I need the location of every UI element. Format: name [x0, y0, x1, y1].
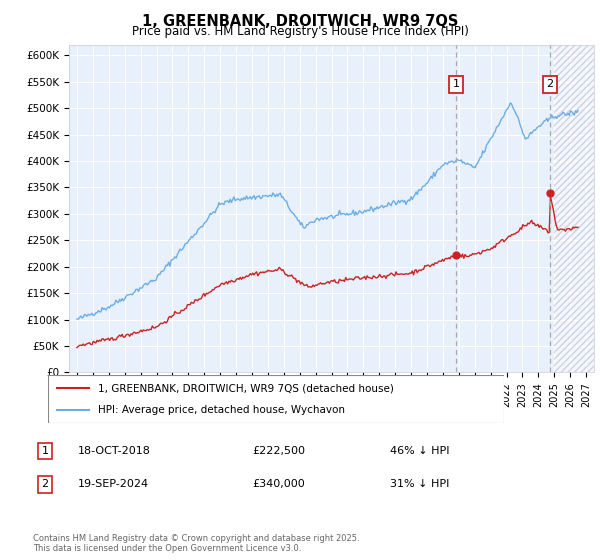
Text: £222,500: £222,500	[252, 446, 305, 456]
Text: 1, GREENBANK, DROITWICH, WR9 7QS (detached house): 1, GREENBANK, DROITWICH, WR9 7QS (detach…	[98, 383, 394, 393]
Text: 1: 1	[41, 446, 49, 456]
Text: Contains HM Land Registry data © Crown copyright and database right 2025.
This d: Contains HM Land Registry data © Crown c…	[33, 534, 359, 553]
Text: 18-OCT-2018: 18-OCT-2018	[78, 446, 151, 456]
Text: 1, GREENBANK, DROITWICH, WR9 7QS: 1, GREENBANK, DROITWICH, WR9 7QS	[142, 14, 458, 29]
Text: HPI: Average price, detached house, Wychavon: HPI: Average price, detached house, Wych…	[98, 405, 345, 415]
Text: 46% ↓ HPI: 46% ↓ HPI	[390, 446, 449, 456]
Text: 31% ↓ HPI: 31% ↓ HPI	[390, 479, 449, 489]
Text: 2: 2	[546, 80, 553, 90]
Text: 2: 2	[41, 479, 49, 489]
Text: Price paid vs. HM Land Registry's House Price Index (HPI): Price paid vs. HM Land Registry's House …	[131, 25, 469, 38]
Text: 19-SEP-2024: 19-SEP-2024	[78, 479, 149, 489]
Bar	[554, 45, 594, 372]
Text: £340,000: £340,000	[252, 479, 305, 489]
FancyBboxPatch shape	[48, 375, 504, 423]
Text: 1: 1	[452, 80, 460, 90]
Bar	[554, 45, 594, 372]
